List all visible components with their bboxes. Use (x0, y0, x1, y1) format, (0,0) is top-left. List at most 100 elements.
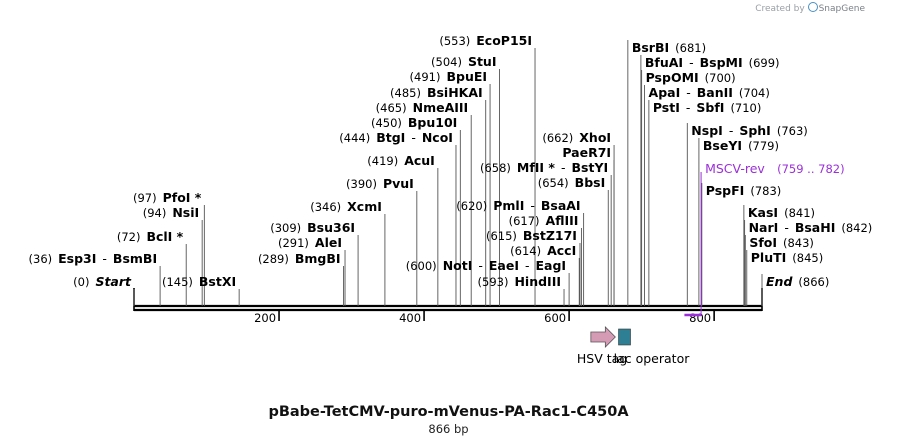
site-name: PluTI (751, 250, 787, 265)
site-position: (620) (456, 199, 487, 213)
site-name: Start (95, 274, 132, 289)
site-position: (390) (346, 177, 377, 191)
site-position: (662) (542, 131, 573, 145)
site-position: (617) (509, 214, 540, 228)
site-name: PstI (653, 100, 680, 115)
site-position: (710) (730, 101, 761, 115)
site-position: (419) (367, 154, 398, 168)
site-name: PfoI * (163, 190, 202, 205)
site-name: BfuAI (645, 55, 683, 70)
site-name: NarI (749, 220, 779, 235)
site-name: EcoP15I (476, 33, 532, 48)
site-separator: - (561, 160, 566, 175)
site-name: EaeI (489, 258, 519, 273)
site-name: BpuEI (446, 69, 487, 84)
site-position: (866) (798, 275, 829, 289)
site-name: AleI (315, 235, 342, 250)
site-position: (654) (538, 176, 569, 190)
site-position: (763) (777, 124, 808, 138)
feature-lac-operator[interactable] (618, 328, 631, 346)
site-position: (289) (258, 252, 289, 266)
site-position: (309) (270, 221, 301, 235)
site-position: (346) (310, 200, 341, 214)
site-separator: - (478, 258, 483, 273)
site-position: (72) (117, 230, 141, 244)
site-position: (36) (29, 252, 53, 266)
site-name: PmlI (493, 198, 524, 213)
site-separator: - (784, 220, 789, 235)
site-name: PspFI (706, 183, 745, 198)
site-separator: - (411, 130, 416, 145)
site-position: (94) (143, 206, 167, 220)
site-name: End (766, 274, 793, 289)
credit-brand: SnapGene (818, 4, 865, 14)
site-position: (291) (278, 236, 309, 250)
site-position: (485) (390, 86, 421, 100)
credit-prefix: Created by (755, 4, 805, 14)
site-position: (593) (478, 275, 509, 289)
ruler-label: 800 (689, 311, 711, 325)
site-position: (704) (739, 86, 770, 100)
site-name: BtgI (376, 130, 405, 145)
site-name: BmgBI (295, 251, 341, 266)
site-name: BclI * (146, 229, 183, 244)
site-separator: - (686, 100, 691, 115)
site-position: (843) (783, 236, 814, 250)
primer-range: (759 .. 782) (777, 162, 845, 176)
site-position: (444) (339, 131, 370, 145)
site-name: AccI (547, 243, 576, 258)
site-name: EagI (536, 258, 567, 273)
site-name: NmeAIII (413, 100, 469, 115)
site-name: Esp3I (58, 251, 96, 266)
site-name: XhoI (579, 130, 611, 145)
site-name: BsaHI (795, 220, 836, 235)
site-name: NsiI (172, 205, 199, 220)
ruler-label: 400 (399, 311, 421, 325)
site-name: Bsu36I (307, 220, 355, 235)
site-name: BbsI (575, 175, 606, 190)
feature-hsv-tag[interactable] (590, 326, 616, 348)
site-name: BsaAI (541, 198, 581, 213)
site-position: (783) (750, 184, 781, 198)
site-position: (97) (133, 191, 157, 205)
feature-label: HSV tag (577, 351, 627, 366)
feature-label: lac operator (614, 351, 691, 366)
site-name: BstYI (572, 160, 609, 175)
site-position: (600) (406, 259, 437, 273)
site-name: PspOMI (646, 70, 699, 85)
site-position: (491) (410, 70, 441, 84)
site-name: BspMI (700, 55, 743, 70)
site-position: (145) (162, 275, 193, 289)
site-name: PvuI (383, 176, 414, 191)
site-position: (779) (748, 139, 779, 153)
site-name: Bpu10I (408, 115, 457, 130)
site-separator: - (689, 55, 694, 70)
plasmid-name: pBabe-TetCMV-puro-mVenus-PA-Rac1-C450A (268, 404, 629, 420)
site-name: BstXI (199, 274, 236, 289)
site-name: HindIII (514, 274, 561, 289)
site-name: XcmI (347, 199, 382, 214)
ruler-label: 200 (254, 311, 276, 325)
site-position: (845) (792, 251, 823, 265)
site-position: (681) (675, 41, 706, 55)
site-name: SphI (739, 123, 771, 138)
site-name: AcuI (404, 153, 435, 168)
site-position: (841) (784, 206, 815, 220)
plasmid-length: 866 bp (428, 422, 469, 436)
site-name: NotI (443, 258, 473, 273)
site-name: NcoI (422, 130, 453, 145)
site-separator: - (530, 198, 535, 213)
site-position: (450) (371, 116, 402, 130)
site-name: AflIII (546, 213, 579, 228)
site-name: BanII (697, 85, 733, 100)
primer-name[interactable]: MSCV-rev (705, 161, 765, 176)
site-name: SbfI (696, 100, 724, 115)
site-separator: - (686, 85, 691, 100)
site-position: (0) (73, 275, 89, 289)
site-name: BseYI (703, 138, 742, 153)
site-name: KasI (748, 205, 778, 220)
site-name: BsrBI (632, 40, 669, 55)
site-name: NspI (691, 123, 723, 138)
site-name: BsiHKAI (427, 85, 483, 100)
